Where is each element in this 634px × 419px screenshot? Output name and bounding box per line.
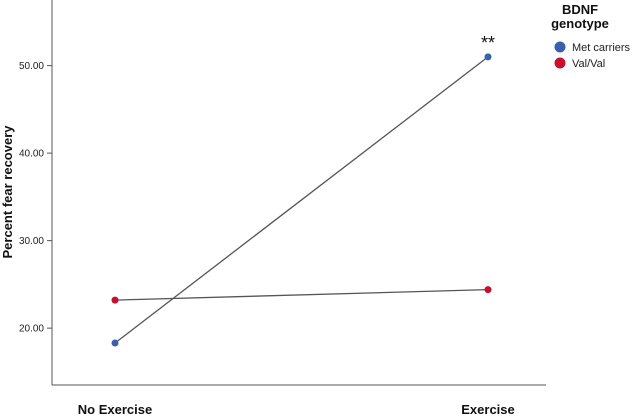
data-point xyxy=(484,53,492,61)
x-axis-category-labels: No Exercise Exercise xyxy=(78,402,515,417)
series-lines xyxy=(114,56,489,344)
x-category-label: Exercise xyxy=(461,402,515,417)
series-line xyxy=(114,56,489,344)
x-category-label: No Exercise xyxy=(78,402,152,417)
series-line xyxy=(114,288,489,301)
y-tick-label: 20.00 xyxy=(19,324,44,335)
y-axis-title: Percent fear recovery xyxy=(0,125,15,259)
data-point xyxy=(111,339,119,347)
series-points xyxy=(111,53,492,347)
legend-items: Met carriers Val/Val xyxy=(554,41,631,70)
plot-area: 20.00 30.00 40.00 50.00 ** xyxy=(19,0,546,386)
legend-marker xyxy=(554,41,566,53)
y-axis-ticks: 20.00 30.00 40.00 50.00 xyxy=(19,61,52,335)
y-tick-label: 50.00 xyxy=(19,61,44,72)
legend-marker xyxy=(554,57,566,69)
legend-title-line2: genotype xyxy=(551,16,609,31)
significance-annotation: ** xyxy=(481,33,495,53)
legend: BDNF genotype Met carriers Val/Val xyxy=(551,2,630,70)
legend-label: Val/Val xyxy=(572,58,605,70)
data-point xyxy=(111,296,119,304)
data-point xyxy=(484,286,492,294)
y-tick-label: 40.00 xyxy=(19,149,44,160)
legend-label: Met carriers xyxy=(572,42,631,54)
legend-title-line1: BDNF xyxy=(562,2,598,17)
y-tick-label: 30.00 xyxy=(19,236,44,247)
